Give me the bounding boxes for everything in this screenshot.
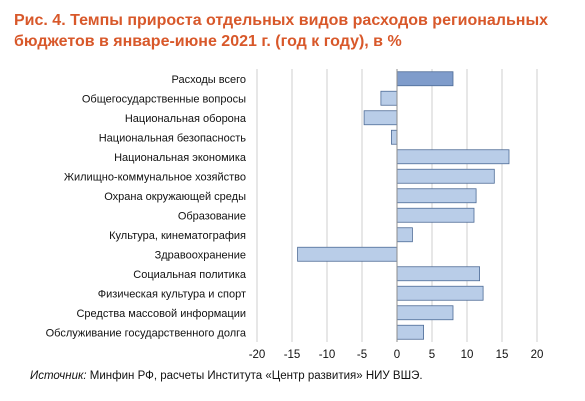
x-tick-label: -10 bbox=[319, 349, 336, 361]
x-tick-label: -20 bbox=[249, 349, 266, 361]
bar bbox=[396, 71, 454, 87]
source-note: Источник: Минфин РФ, расчеты Института «… bbox=[30, 370, 423, 382]
bar bbox=[396, 227, 413, 243]
bar bbox=[297, 246, 398, 262]
category-label: Охрана окружающей среды bbox=[104, 191, 246, 203]
bar bbox=[396, 305, 454, 321]
bar bbox=[396, 324, 425, 340]
category-label: Жилищно-коммунальное хозяйство bbox=[64, 171, 246, 183]
bar bbox=[363, 110, 398, 126]
bar bbox=[396, 266, 480, 282]
category-label: Социальная политика bbox=[133, 269, 247, 281]
bar bbox=[396, 188, 477, 204]
x-tick-label: 5 bbox=[429, 349, 435, 361]
bar bbox=[396, 168, 495, 184]
bar bbox=[390, 129, 398, 145]
bar bbox=[396, 207, 475, 223]
source-text: Минфин РФ, расчеты Института «Центр разв… bbox=[86, 370, 423, 382]
category-label: Расходы всего bbox=[172, 74, 246, 86]
source-label: Источник: bbox=[30, 370, 87, 382]
category-label: Культура, кинематография bbox=[109, 230, 246, 242]
bar bbox=[396, 285, 484, 301]
x-tick-label: 15 bbox=[496, 349, 509, 361]
category-label: Национальная оборона bbox=[125, 113, 247, 125]
category-label: Национальная экономика bbox=[114, 152, 247, 164]
category-label: Обслуживание государственного долга bbox=[46, 327, 247, 339]
category-label: Здравоохранение bbox=[155, 249, 246, 261]
x-tick-label: 10 bbox=[461, 349, 474, 361]
x-tick-label: 20 bbox=[531, 349, 544, 361]
x-tick-label: -5 bbox=[357, 349, 367, 361]
x-tick-label: 0 bbox=[394, 349, 400, 361]
chart-title: Рис. 4. Темпы прироста отдельных видов р… bbox=[14, 12, 549, 50]
category-label: Физическая культура и спорт bbox=[98, 288, 246, 300]
category-label: Образование bbox=[178, 210, 246, 222]
bar bbox=[380, 90, 398, 106]
x-tick-label: -15 bbox=[284, 349, 301, 361]
category-label: Средства массовой информации bbox=[76, 308, 246, 320]
category-label: Национальная безопасность bbox=[99, 132, 247, 144]
category-label: Общегосударственные вопросы bbox=[82, 93, 246, 105]
bar bbox=[396, 149, 510, 165]
